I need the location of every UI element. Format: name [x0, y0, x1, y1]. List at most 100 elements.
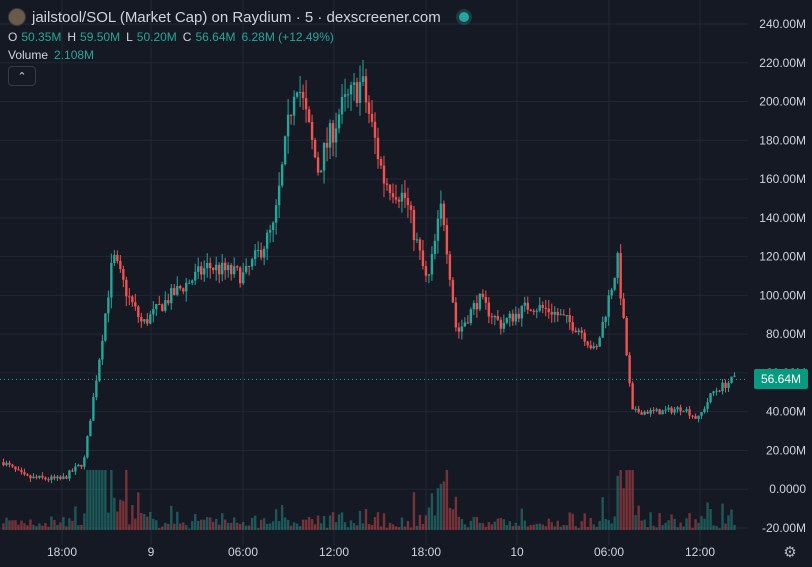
candle-body [346, 94, 350, 96]
candle-body [277, 185, 281, 206]
candle-body [179, 286, 182, 289]
candle-body [104, 313, 107, 341]
candle-body [212, 267, 215, 271]
volume-bar [77, 525, 80, 530]
candle-body [493, 316, 497, 318]
candle-body [53, 476, 56, 479]
volume-bar [20, 520, 23, 530]
volume-bar [520, 508, 523, 530]
candle-body [334, 128, 338, 143]
candle-body [553, 311, 556, 315]
candle-body [385, 183, 389, 185]
candle-body [74, 466, 77, 472]
candle-body [358, 81, 362, 104]
volume-bar [640, 520, 643, 530]
candle-body [223, 262, 227, 271]
candle-body [466, 322, 470, 324]
volume-bar [247, 525, 251, 530]
candle-body [107, 297, 110, 314]
candle-body [265, 232, 269, 249]
candle-body [439, 203, 443, 219]
gear-icon[interactable]: ⚙ [783, 544, 797, 561]
volume-bar [628, 470, 631, 530]
volume-bar [433, 515, 437, 530]
volume-bar [14, 520, 17, 530]
candle-body [535, 310, 538, 312]
volume-bar [673, 518, 676, 530]
candle-body [176, 286, 179, 295]
volume-bar [610, 523, 613, 530]
candle-body [601, 321, 604, 338]
volume-bar [122, 500, 125, 530]
volume-bar [223, 519, 227, 530]
volume-bar [41, 525, 44, 530]
volume-bar [526, 526, 529, 530]
candle-body [80, 464, 83, 467]
candle-body [595, 346, 598, 348]
candle-body [238, 267, 242, 284]
candle-body [661, 410, 664, 415]
volume-bar [685, 518, 688, 530]
volume-bar [110, 470, 113, 530]
volume-bar [98, 470, 101, 530]
candle-body [203, 268, 206, 275]
volume-bar [182, 522, 185, 530]
candle-body [182, 288, 185, 292]
candle-body [247, 265, 251, 267]
volume-bar [448, 507, 452, 530]
candle-body [436, 218, 440, 241]
volume-bar [400, 517, 404, 530]
collapse-legend-button[interactable]: ⌃ [8, 66, 36, 86]
volume-bar [535, 523, 538, 530]
candle-body [191, 280, 194, 283]
volume-bar [700, 516, 703, 530]
volume-bar [421, 523, 425, 530]
candle-body [469, 309, 473, 323]
candle-body [295, 92, 299, 97]
candle-body [17, 469, 20, 471]
candle-body [649, 410, 652, 414]
volume-bar [17, 524, 20, 530]
x-tick-label: 06:00 [228, 545, 258, 559]
candle-body [38, 475, 41, 478]
candle-body [313, 139, 317, 158]
candle-body [505, 318, 509, 323]
volume-bar [125, 470, 128, 530]
candle-body [319, 170, 323, 173]
chart-title: jailstool/SOL (Market Cap) on Raydium · … [32, 8, 441, 26]
volume-bar [607, 520, 610, 530]
candle-body [298, 92, 302, 94]
candle-body [256, 249, 260, 251]
volume-bar [478, 522, 482, 530]
candle-body [20, 470, 23, 473]
volume-bar [475, 516, 479, 530]
candle-body [155, 304, 158, 310]
candle-body [209, 263, 212, 268]
candle-body [137, 306, 140, 318]
volume-bar [559, 526, 562, 530]
volume-bar [215, 518, 218, 530]
candle-body [140, 317, 143, 322]
volume-bar [226, 522, 230, 530]
candle-body [586, 341, 589, 346]
candle-body [98, 359, 101, 381]
volume-bar [155, 520, 158, 530]
y-tick-label: 200.00M [759, 95, 806, 109]
candle-body [646, 411, 649, 414]
volume-label: Volume [8, 48, 49, 62]
chevron-up-icon: ⌃ [17, 70, 27, 83]
candle-body [197, 266, 200, 272]
volume-bar [218, 524, 221, 530]
volume-bar [307, 517, 311, 530]
candle-body [47, 479, 50, 481]
candle-body [691, 415, 694, 417]
volume-bar [203, 519, 206, 530]
volume-bar [496, 518, 500, 530]
high-label: H [67, 30, 77, 44]
volume-bar [586, 526, 589, 530]
volume-bar [50, 516, 53, 530]
volume-bar [466, 527, 470, 530]
x-tick-label: 9 [148, 545, 155, 559]
volume-bar [358, 510, 362, 530]
